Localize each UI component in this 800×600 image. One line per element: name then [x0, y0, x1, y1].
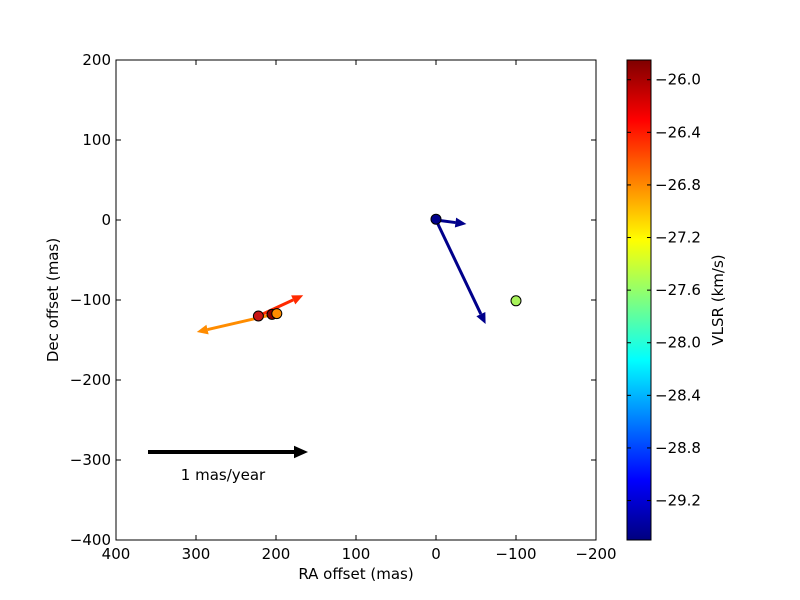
colorbar-tick-label: −28.8 — [655, 439, 701, 457]
colorbar-tick-label: −29.2 — [655, 492, 701, 510]
y-tick-label: −300 — [70, 451, 111, 469]
x-tick-label: 0 — [431, 545, 441, 563]
arrow-head — [291, 295, 304, 305]
colorbar-gradient — [626, 59, 652, 541]
colorbar-tick-label: −28.4 — [655, 386, 701, 404]
y-tick-label: 100 — [82, 131, 111, 149]
x-tick-label: 200 — [262, 545, 291, 563]
plot-area: 1 mas/year 400 300 200 100 0 −100 −200 200 100 0… — [70, 51, 617, 563]
x-axis-label: RA offset (mas) — [298, 565, 413, 583]
y-tick-label: 200 — [82, 51, 111, 69]
arrow-shaft — [257, 298, 294, 318]
y-axis-ticks: 200 100 0 −100 −200 −300 −400 — [70, 51, 596, 549]
y-tick-label: 0 — [101, 211, 111, 229]
arrow-shaft — [207, 312, 278, 331]
x-tick-label: 300 — [182, 545, 211, 563]
scale-bar-label: 1 mas/year — [181, 466, 266, 484]
x-tick-label: 400 — [102, 545, 131, 563]
colorbar-tick-label: −26.8 — [655, 176, 701, 194]
colorbar-tick-label: −28.0 — [655, 334, 701, 352]
maser-spot — [510, 295, 522, 307]
arrow-head — [294, 445, 308, 459]
y-tick-label: −400 — [70, 531, 111, 549]
maser-spot — [271, 308, 283, 320]
maser-spot — [252, 310, 264, 322]
colorbar-ticks: −26.0 −26.4 −26.8 −27.2 −27.6 −28.0 −28.4 −28.8… — [627, 71, 701, 510]
arrow-head — [454, 217, 467, 228]
colorbar-tick-label: −27.2 — [655, 229, 701, 247]
arrow-head — [196, 324, 209, 335]
arrow-head — [476, 311, 486, 324]
data-points — [252, 213, 522, 322]
x-tick-label: −100 — [495, 545, 536, 563]
scale-bar: 1 mas/year — [148, 445, 308, 484]
y-tick-label: −100 — [70, 291, 111, 309]
velocity-arrow — [257, 295, 304, 318]
colorbar-tick-label: −26.4 — [655, 123, 701, 141]
velocity-arrow — [434, 219, 486, 324]
maser-spot — [430, 213, 442, 225]
velocity-arrow — [196, 312, 278, 335]
x-axis-ticks: 400 300 200 100 0 −100 −200 — [102, 60, 617, 563]
colorbar-tick-label: −26.0 — [655, 71, 701, 89]
arrow-shaft — [434, 219, 483, 315]
y-tick-label: −200 — [70, 371, 111, 389]
y-axis-label: Dec offset (mas) — [44, 238, 62, 362]
colorbar-tick-label: −27.6 — [655, 281, 701, 299]
scale-bar-arrow — [148, 445, 308, 459]
x-tick-label: 100 — [342, 545, 371, 563]
x-tick-label: −200 — [575, 545, 616, 563]
colorbar: −26.0 −26.4 −26.8 −27.2 −27.6 −28.0 −28.4 −28.8… — [626, 59, 727, 541]
colorbar-label: VLSR (km/s) — [709, 254, 727, 345]
